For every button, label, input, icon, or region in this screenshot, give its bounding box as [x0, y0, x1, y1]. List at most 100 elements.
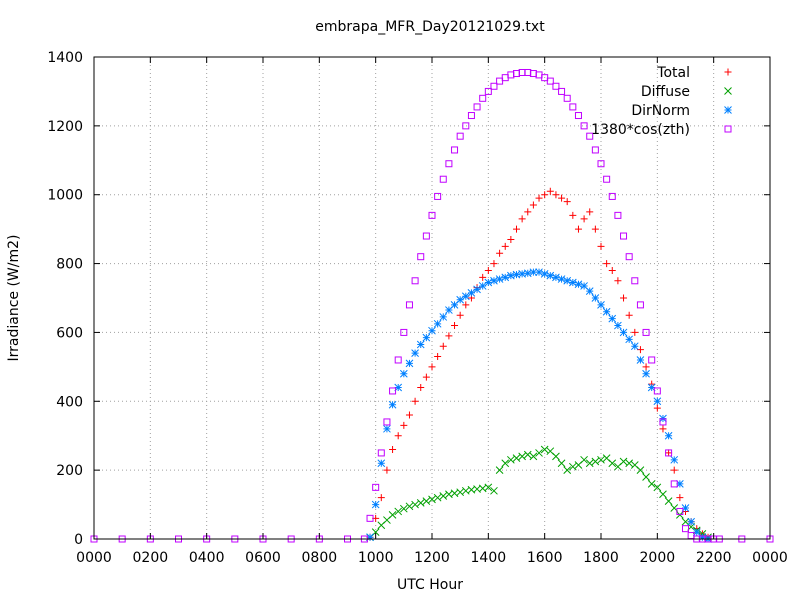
data-point: [434, 353, 442, 361]
data-point: [541, 191, 549, 199]
data-point: [552, 191, 560, 199]
data-point: [653, 483, 662, 492]
data-point: [597, 160, 605, 168]
x-tick-label: 0600: [245, 550, 281, 566]
data-point: [456, 132, 464, 140]
data-point: [394, 432, 402, 440]
data-point: [608, 459, 617, 468]
data-point: [682, 525, 689, 533]
series-plus: [366, 187, 712, 541]
data-point: [523, 450, 532, 459]
data-point: [574, 112, 582, 120]
data-point: [411, 500, 419, 509]
data-point: [501, 74, 509, 82]
data-point: [405, 502, 414, 511]
data-point: [585, 459, 594, 468]
x-tick-label: 0400: [189, 550, 225, 566]
legend-marker: [724, 87, 732, 95]
data-point: [568, 462, 577, 471]
data-point: [405, 359, 414, 368]
data-point: [659, 490, 667, 499]
data-point: [495, 275, 504, 283]
data-point: [484, 87, 492, 95]
data-point: [371, 500, 380, 509]
data-point: [456, 295, 465, 304]
grid: [94, 57, 770, 539]
data-point: [535, 449, 543, 457]
data-point: [507, 271, 515, 280]
data-point: [586, 132, 594, 140]
x-tick-label: 2200: [696, 550, 732, 566]
data-point: [619, 457, 628, 466]
x-tick-label: 2000: [640, 550, 676, 566]
data-point: [580, 215, 588, 223]
series-star: [366, 268, 712, 543]
data-point: [524, 68, 532, 76]
data-point: [507, 71, 515, 79]
data-point: [597, 455, 605, 464]
data-point: [399, 504, 408, 513]
data-point: [400, 421, 408, 429]
data-point: [614, 277, 622, 285]
data-point: [552, 273, 560, 282]
data-point: [462, 301, 470, 309]
data-point: [513, 225, 520, 233]
data-point: [580, 455, 588, 464]
data-point: [552, 82, 560, 90]
data-point: [417, 384, 425, 392]
data-point: [467, 112, 475, 120]
data-point: [490, 82, 498, 90]
data-point: [411, 397, 419, 405]
data-point: [603, 260, 611, 268]
data-point: [608, 266, 616, 274]
data-point: [445, 332, 453, 340]
data-point: [664, 497, 673, 505]
x-tick-label: 0800: [302, 550, 338, 566]
data-point: [568, 278, 577, 287]
data-point: [473, 103, 481, 111]
data-point: [490, 276, 498, 285]
data-point: [394, 356, 402, 364]
data-point: [557, 275, 566, 283]
x-tick-label: 0000: [752, 550, 788, 566]
data-point: [636, 301, 644, 309]
data-point: [496, 77, 504, 85]
data-point: [451, 322, 459, 330]
data-point: [597, 301, 605, 309]
data-point: [513, 70, 520, 78]
data-point: [394, 383, 403, 392]
data-point: [501, 242, 509, 250]
legend-label: DirNorm: [631, 103, 690, 119]
data-point: [591, 146, 599, 154]
data-point: [580, 122, 588, 130]
x-axis-title: UTC Hour: [397, 577, 463, 593]
legend-label: 1380*cos(zth): [591, 122, 690, 138]
data-point: [372, 483, 380, 491]
data-point: [614, 321, 622, 330]
data-point: [603, 175, 611, 183]
data-point: [496, 249, 504, 257]
data-point: [647, 383, 656, 392]
data-point: [428, 211, 436, 219]
data-point: [439, 492, 448, 500]
data-point: [445, 160, 453, 168]
data-point: [518, 68, 526, 76]
series-layer: [90, 68, 774, 543]
y-tick-label: 800: [56, 257, 83, 273]
data-point: [563, 198, 571, 206]
data-point: [422, 333, 431, 342]
x-tick-label: 1400: [471, 550, 507, 566]
data-point: [422, 232, 430, 240]
data-point: [563, 466, 572, 474]
data-point: [552, 452, 560, 461]
data-point: [428, 495, 436, 504]
data-point: [591, 294, 600, 302]
x-tick-label: 1200: [414, 550, 450, 566]
data-point: [636, 466, 645, 474]
legend-marker: [724, 68, 732, 76]
data-point: [608, 192, 616, 200]
legend-label: Diffuse: [641, 84, 690, 100]
data-point: [529, 268, 538, 277]
data-point: [501, 273, 510, 282]
